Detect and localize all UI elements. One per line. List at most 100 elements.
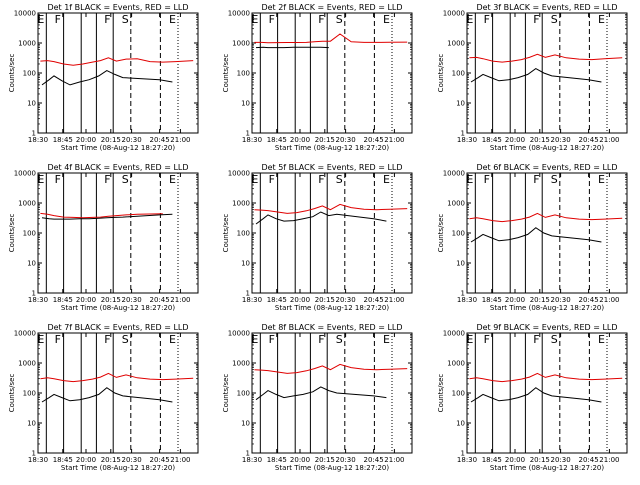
panel-5: Det 5f BLACK = Events, RED = LLD11010010…	[222, 163, 412, 312]
marker-label: S	[122, 333, 129, 346]
marker-label: F	[484, 333, 490, 346]
y-tick-label: 1000	[447, 200, 465, 208]
x-tick-label: 18:30	[242, 456, 262, 464]
x-tick-label: 18:45	[482, 136, 502, 144]
x-tick-label: 18:30	[457, 136, 477, 144]
y-axis-label: Counts/sec	[8, 214, 16, 253]
panel-title: Det 6f BLACK = Events, RED = LLD	[476, 163, 617, 172]
y-tick-label: 100	[237, 70, 250, 78]
panel-1: Det 1f BLACK = Events, RED = LLD11010010…	[8, 3, 198, 152]
panel-2: Det 2f BLACK = Events, RED = LLD11010010…	[222, 3, 412, 152]
marker-label: E	[466, 13, 473, 26]
x-tick-label: 21:00	[599, 296, 619, 304]
x-tick-label: 21:00	[384, 296, 404, 304]
panel-8: Det 8f BLACK = Events, RED = LLD11010010…	[222, 323, 412, 472]
marker-label: S	[336, 13, 343, 26]
x-tick-label: 20:00	[290, 296, 310, 304]
marker-label: F	[533, 333, 539, 346]
x-tick-label: 20:45	[579, 136, 599, 144]
y-tick-label: 10	[241, 260, 250, 268]
events-series-line	[256, 212, 386, 224]
plot-frame	[252, 333, 412, 453]
marker-label: F	[484, 173, 490, 186]
y-tick-label: 100	[23, 230, 36, 238]
x-tick-label: 21:00	[170, 296, 190, 304]
x-tick-label: 20:45	[150, 136, 170, 144]
x-tick-label: 20:45	[579, 456, 599, 464]
y-tick-label: 100	[452, 390, 465, 398]
events-series-line	[471, 69, 601, 82]
y-tick-label: 100	[237, 390, 250, 398]
x-tick-label: 20:00	[505, 296, 525, 304]
x-tick-label: 18:45	[267, 456, 287, 464]
x-axis-label: Start Time (08-Aug-12 18:27:20)	[490, 304, 604, 312]
marker-label: F	[55, 173, 61, 186]
x-tick-label: 20:15	[101, 136, 121, 144]
y-tick-label: 10	[27, 260, 36, 268]
plot-frame	[467, 13, 627, 133]
x-tick-label: 18:30	[457, 456, 477, 464]
x-tick-label: 20:45	[150, 296, 170, 304]
y-axis-label: Counts/sec	[437, 374, 445, 413]
marker-label: E	[598, 13, 605, 26]
events-series-line	[471, 388, 601, 402]
x-tick-label: 21:00	[599, 136, 619, 144]
marker-label: S	[336, 333, 343, 346]
x-tick-label: 20:45	[364, 136, 384, 144]
marker-label: E	[383, 173, 390, 186]
marker-label: F	[269, 333, 275, 346]
y-tick-label: 1000	[232, 200, 250, 208]
y-tick-label: 10	[27, 420, 36, 428]
y-tick-label: 10000	[443, 10, 465, 18]
panel-title: Det 1f BLACK = Events, RED = LLD	[47, 3, 188, 12]
marker-label: S	[551, 173, 558, 186]
y-tick-label: 100	[23, 70, 36, 78]
y-axis-label: Counts/sec	[8, 374, 16, 413]
y-axis-label: Counts/sec	[8, 54, 16, 93]
marker-label: F	[318, 333, 324, 346]
x-tick-label: 21:00	[384, 456, 404, 464]
x-tick-label: 20:00	[290, 136, 310, 144]
marker-label: E	[466, 333, 473, 346]
y-tick-label: 1000	[232, 40, 250, 48]
x-tick-label: 20:30	[551, 136, 571, 144]
plot-frame	[38, 13, 198, 133]
marker-label: E	[251, 173, 258, 186]
marker-label: E	[251, 333, 258, 346]
y-tick-label: 10	[456, 260, 465, 268]
marker-label: S	[336, 173, 343, 186]
x-tick-label: 18:45	[482, 456, 502, 464]
x-tick-label: 20:00	[505, 456, 525, 464]
x-tick-label: 20:00	[290, 456, 310, 464]
panel-title: Det 3f BLACK = Events, RED = LLD	[476, 3, 617, 12]
x-tick-label: 20:30	[551, 456, 571, 464]
marker-label: F	[269, 13, 275, 26]
x-tick-label: 18:45	[267, 136, 287, 144]
x-tick-label: 20:30	[122, 136, 142, 144]
x-tick-label: 18:30	[28, 296, 48, 304]
marker-label: S	[551, 13, 558, 26]
marker-label: E	[37, 173, 44, 186]
marker-label: F	[318, 173, 324, 186]
y-tick-label: 100	[237, 230, 250, 238]
x-tick-label: 21:00	[170, 456, 190, 464]
y-tick-label: 1000	[447, 40, 465, 48]
marker-label: E	[37, 333, 44, 346]
x-axis-label: Start Time (08-Aug-12 18:27:20)	[490, 464, 604, 472]
marker-label: E	[251, 13, 258, 26]
y-tick-label: 10000	[228, 10, 250, 18]
y-tick-label: 10000	[14, 330, 36, 338]
x-tick-label: 18:30	[242, 136, 262, 144]
marker-label: F	[318, 13, 324, 26]
x-axis-label: Start Time (08-Aug-12 18:27:20)	[275, 144, 389, 152]
x-axis-label: Start Time (08-Aug-12 18:27:20)	[61, 304, 175, 312]
x-tick-label: 18:30	[242, 296, 262, 304]
x-tick-label: 20:30	[122, 296, 142, 304]
x-tick-label: 20:30	[336, 296, 356, 304]
y-tick-label: 10000	[228, 170, 250, 178]
x-tick-label: 18:45	[53, 456, 73, 464]
x-tick-label: 20:00	[76, 456, 96, 464]
x-tick-label: 20:00	[505, 136, 525, 144]
